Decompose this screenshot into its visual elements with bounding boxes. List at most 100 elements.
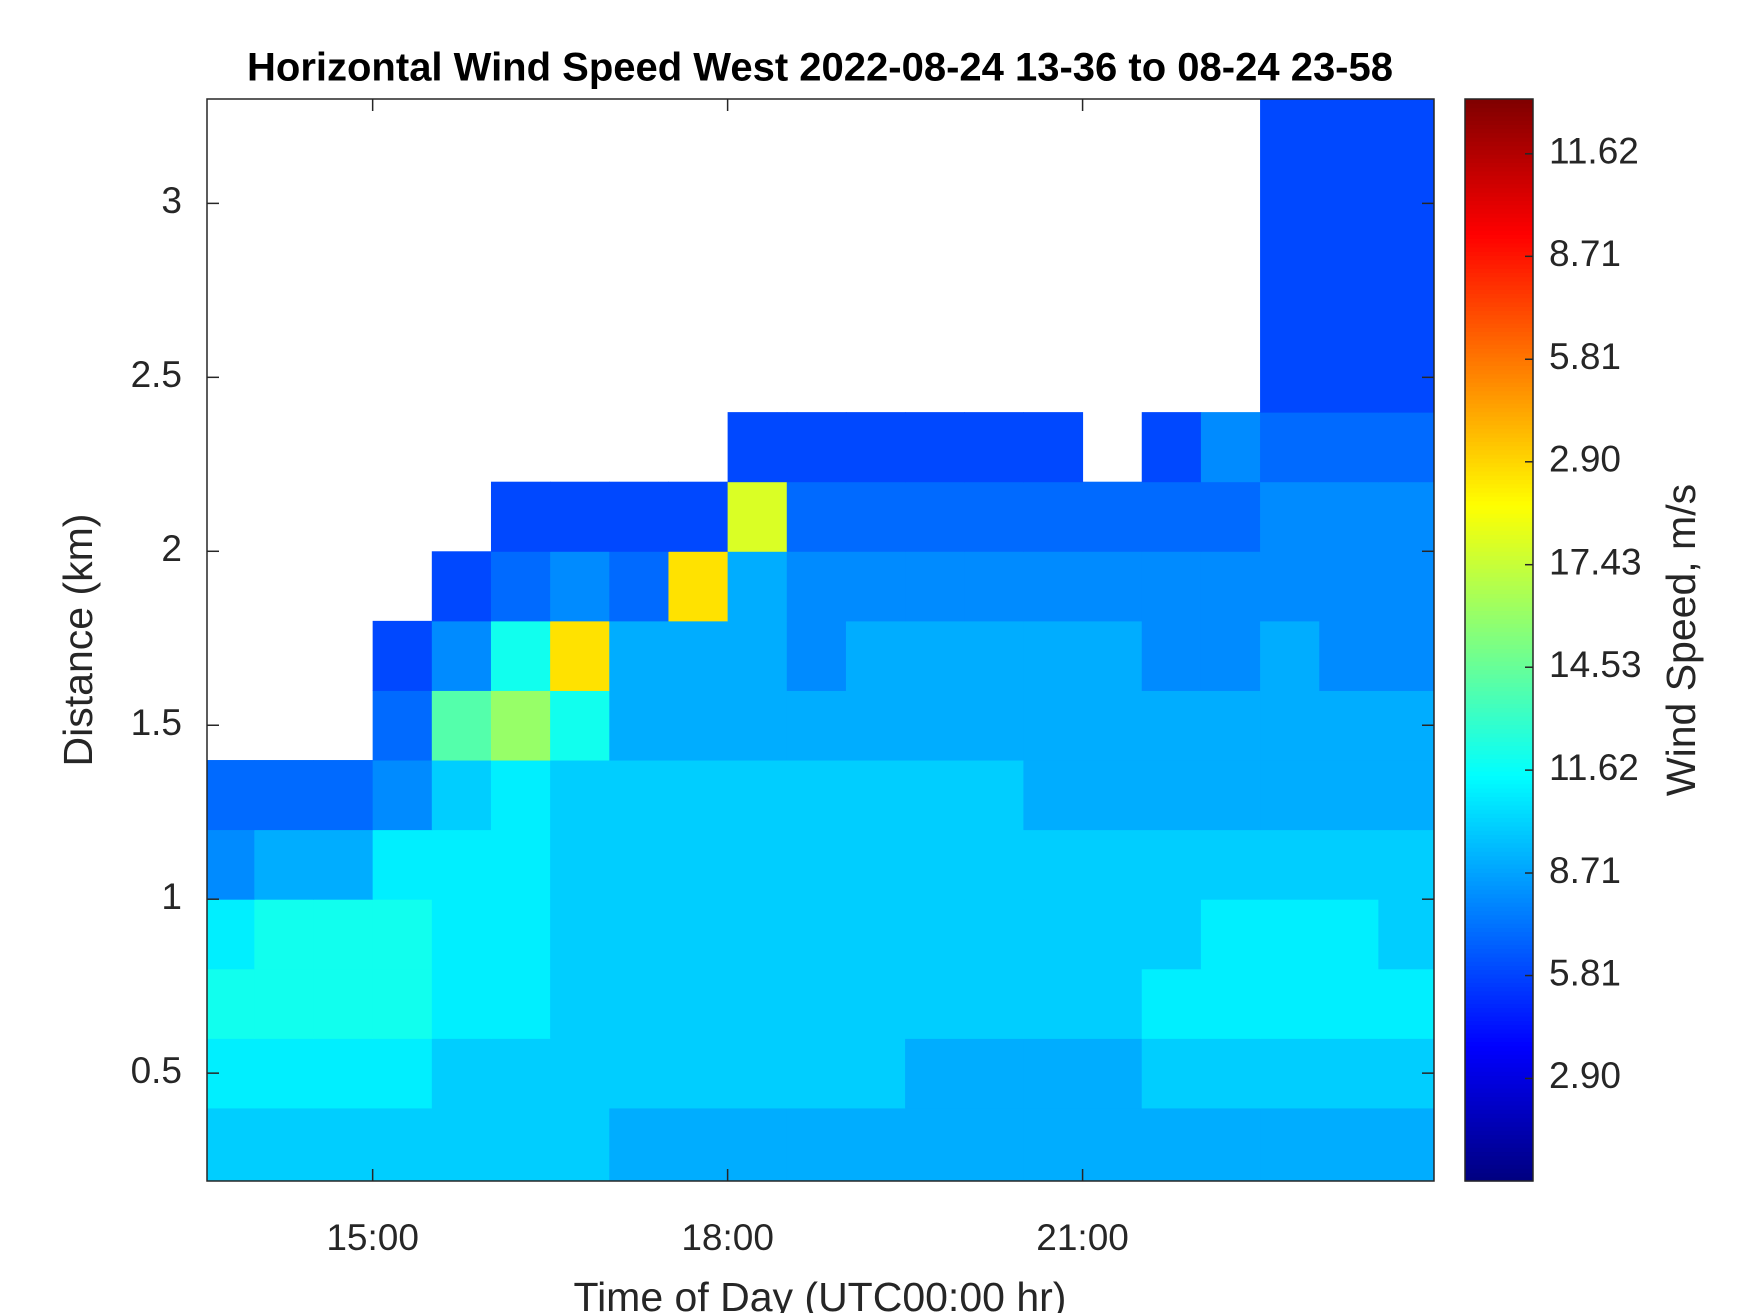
- heatmap-cell: [905, 620, 965, 691]
- colorbar-segment: [1465, 1096, 1533, 1102]
- heatmap-cell: [964, 1107, 1024, 1182]
- colorbar-segment: [1465, 475, 1533, 480]
- heatmap-cell: [490, 760, 551, 831]
- colorbar-segment: [1465, 1011, 1533, 1017]
- colorbar-segment: [1465, 585, 1533, 590]
- colorbar-segment: [1465, 825, 1533, 831]
- heatmap-cell: [1023, 620, 1084, 691]
- colorbar-segment: [1465, 344, 1533, 349]
- heatmap-cell: [845, 481, 906, 552]
- colorbar-segment: [1465, 1007, 1533, 1013]
- colorbar-segment: [1465, 1054, 1533, 1060]
- heatmap-cell: [1319, 551, 1379, 622]
- heatmap-cell: [254, 899, 314, 970]
- colorbar-segment: [1465, 377, 1533, 383]
- heatmap-cell: [964, 481, 1024, 552]
- colorbar-segment: [1465, 170, 1533, 176]
- colorbar-segment: [1465, 234, 1533, 240]
- colorbar-segment: [1465, 1109, 1533, 1114]
- colorbar-segment: [1465, 597, 1533, 603]
- heatmap-cell: [1141, 1107, 1202, 1182]
- heatmap-cell: [727, 481, 788, 552]
- colorbar-segment: [1465, 191, 1533, 197]
- colorbar-segment: [1465, 280, 1533, 286]
- colorbar-tick-label: 17.43: [1549, 541, 1642, 582]
- colorbar-segment: [1465, 678, 1533, 683]
- colorbar-segment: [1465, 580, 1533, 586]
- heatmap-cell: [550, 968, 610, 1039]
- colorbar-segment: [1465, 449, 1533, 455]
- colorbar-segment: [1465, 466, 1533, 472]
- heatmap-cell: [1082, 620, 1143, 691]
- colorbar-segment: [1465, 986, 1533, 992]
- colorbar-segment: [1465, 1164, 1533, 1169]
- colorbar-segment: [1465, 1130, 1533, 1136]
- colorbar-segment: [1465, 255, 1533, 261]
- heatmap-cell: [1260, 899, 1320, 970]
- heatmap-cell: [1378, 899, 1435, 970]
- colorbar-segment: [1465, 428, 1533, 434]
- heatmap-cell: [1378, 551, 1435, 622]
- heatmap-cell: [786, 620, 847, 691]
- colorbar-segment: [1465, 838, 1533, 844]
- colorbar-segment: [1465, 120, 1533, 125]
- colorbar-segment: [1465, 293, 1533, 299]
- colorbar-segment: [1465, 1020, 1533, 1026]
- heatmap-cell: [609, 1038, 669, 1109]
- heatmap-cell: [313, 899, 374, 970]
- heatmap-cell: [1200, 968, 1261, 1039]
- x-axis-label: Time of Day (UTC00:00 hr): [574, 1274, 1067, 1313]
- heatmap-cell: [372, 899, 433, 970]
- heatmap-cell: [1141, 690, 1202, 761]
- colorbar-segment: [1465, 158, 1533, 163]
- heatmap-cell: [1082, 690, 1143, 761]
- colorbar-segment: [1465, 711, 1533, 717]
- heatmap-cell: [786, 760, 847, 831]
- heatmap-cell: [905, 899, 965, 970]
- colorbar-segment: [1465, 115, 1533, 121]
- colorbar-segment: [1465, 1147, 1533, 1153]
- heatmap-cell: [905, 690, 965, 761]
- heatmap-cell: [431, 620, 492, 691]
- colorbar-segment: [1465, 251, 1533, 256]
- colorbar-segment: [1465, 1104, 1533, 1110]
- colorbar-segment: [1465, 851, 1533, 857]
- x-tick-label: 18:00: [681, 1217, 774, 1258]
- heatmap-cell: [1082, 760, 1143, 831]
- colorbar-segment: [1465, 208, 1533, 214]
- heatmap-cell: [313, 1107, 374, 1182]
- heatmap-cell: [372, 1038, 433, 1109]
- colorbar-segment: [1465, 361, 1533, 366]
- heatmap-cell: [1200, 1038, 1261, 1109]
- heatmap-cell: [490, 690, 551, 761]
- colorbar-segment: [1465, 437, 1533, 442]
- colorbar-segment: [1465, 910, 1533, 916]
- colorbar-segment: [1465, 1176, 1533, 1182]
- heatmap-cell: [727, 760, 788, 831]
- colorbar-segment: [1465, 635, 1533, 641]
- colorbar-tick-label: 11.62: [1549, 131, 1639, 172]
- heatmap-cell: [964, 620, 1024, 691]
- colorbar-segment: [1465, 487, 1533, 493]
- heatmap-cell: [1378, 760, 1435, 831]
- colorbar-segment: [1465, 394, 1533, 400]
- colorbar-segment: [1465, 149, 1533, 155]
- heatmap-cell: [1319, 1038, 1379, 1109]
- colorbar-segment: [1465, 356, 1533, 362]
- heatmap-cell: [490, 1107, 551, 1182]
- colorbar-segment: [1465, 424, 1533, 430]
- colorbar-segment: [1465, 399, 1533, 404]
- colorbar-segment: [1465, 297, 1533, 303]
- colorbar-segment: [1465, 885, 1533, 890]
- colorbar-segment: [1465, 792, 1533, 797]
- colorbar-segment: [1465, 640, 1533, 645]
- heatmap-cell: [845, 1107, 906, 1182]
- heatmap-cell: [254, 1107, 314, 1182]
- colorbar-segment: [1465, 948, 1533, 954]
- colorbar-segment: [1465, 893, 1533, 899]
- heatmap-cell: [905, 829, 965, 900]
- colorbar-segment: [1465, 314, 1533, 320]
- colorbar-segment: [1465, 411, 1533, 417]
- heatmap-cell: [845, 760, 906, 831]
- colorbar-segment: [1465, 555, 1533, 561]
